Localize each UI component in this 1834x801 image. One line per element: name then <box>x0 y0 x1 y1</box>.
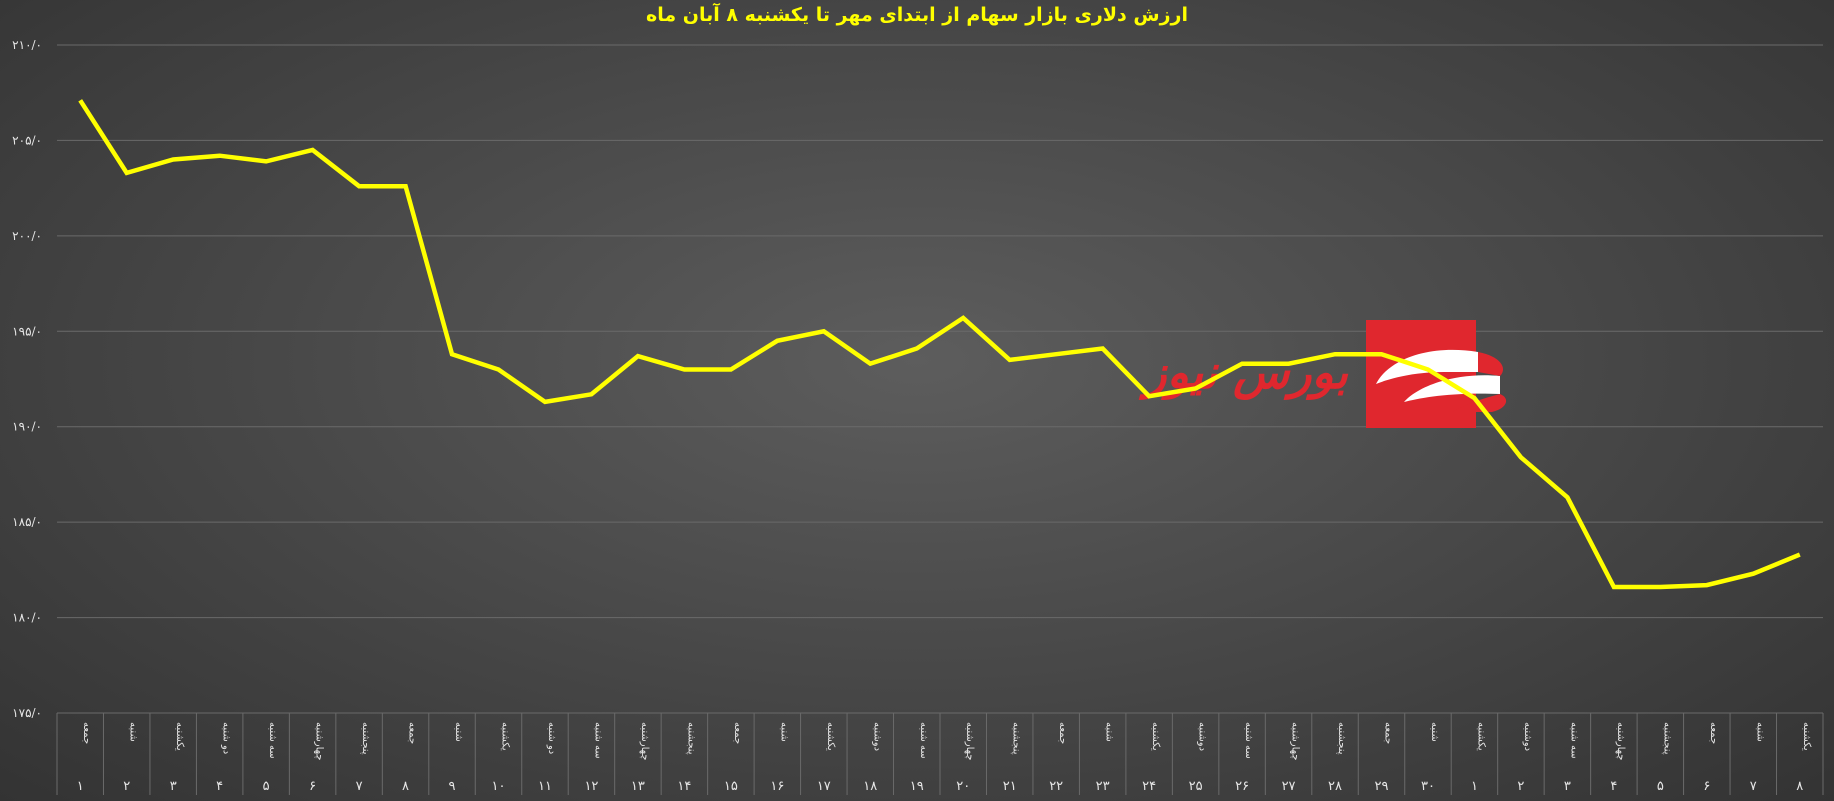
x-date-label: ۱۹ <box>910 779 924 794</box>
x-date-label: ۱۷ <box>817 779 831 794</box>
x-day-label: یکشنبه <box>1475 722 1486 751</box>
logo-arc-red <box>1478 352 1504 376</box>
x-date-label: ۱۱ <box>538 779 552 794</box>
x-date-label: ۲۰ <box>956 779 970 794</box>
x-date-label: ۱۵ <box>724 779 738 794</box>
y-tick-label: ۱۷۵/۰ <box>12 706 42 720</box>
x-day-label: چهارشنبه <box>639 722 650 760</box>
x-day-label: شنبه <box>1429 722 1440 742</box>
x-day-label: جمعه <box>1057 722 1068 744</box>
x-day-label: چهارشنبه <box>314 722 325 760</box>
x-day-label: شنبه <box>778 722 789 742</box>
x-date-label: ۱۰ <box>492 779 506 794</box>
y-tick-label: ۱۸۵/۰ <box>12 515 42 529</box>
x-day-label: دوشنبه <box>1197 722 1208 751</box>
x-day-label: پنجشنبه <box>685 722 696 755</box>
x-day-label: چهارشنبه <box>964 722 975 760</box>
x-date-label: ۲۷ <box>1282 779 1296 794</box>
x-day-label: سه شنبه <box>592 722 603 759</box>
x-day-label: شنبه <box>128 722 139 742</box>
x-date-label: ۱۲ <box>584 779 598 794</box>
x-date-label: ۶ <box>1703 779 1710 794</box>
x-date-label: ۲۶ <box>1235 779 1249 794</box>
x-date-label: ۲ <box>123 779 130 794</box>
watermark-logo: بورس نیوز <box>1138 320 1507 428</box>
x-date-label: ۲۱ <box>1003 779 1017 794</box>
x-day-label: سه شنبه <box>267 722 278 759</box>
y-tick-label: ۲۰۵/۰ <box>12 133 42 147</box>
x-day-label: شنبه <box>1104 722 1115 742</box>
x-day-label: شنبه <box>1754 722 1765 742</box>
x-day-label: دوشنبه <box>1522 722 1533 751</box>
x-date-label: ۹ <box>449 779 456 794</box>
x-date-label: ۲۳ <box>1096 779 1110 794</box>
x-day-label: یکشنبه <box>500 722 511 751</box>
logo-arc-white-2 <box>1404 375 1500 402</box>
x-day-label: چهارشنبه <box>1290 722 1301 760</box>
x-date-label: ۲۹ <box>1375 779 1389 794</box>
x-date-label: ۴ <box>216 779 223 794</box>
y-tick-label: ۱۹۵/۰ <box>12 324 42 338</box>
grid-lines <box>57 44 1823 714</box>
x-date-label: ۱۶ <box>770 779 784 794</box>
x-date-label: ۴ <box>1610 779 1617 794</box>
x-day-label: یکشنبه <box>1801 722 1812 751</box>
x-day-label: پنجشنبه <box>1336 722 1347 755</box>
x-day-label: سه شنبه <box>918 722 929 759</box>
x-day-label: جمعه <box>81 722 92 744</box>
x-date-label: ۷ <box>1750 779 1757 794</box>
x-date-label: ۳ <box>170 779 177 794</box>
x-day-label: شنبه <box>453 722 464 742</box>
x-day-label: یکشنبه <box>1150 722 1161 751</box>
x-day-label: جمعه <box>1383 722 1394 744</box>
x-day-label: چهارشنبه <box>1615 722 1626 760</box>
x-day-label: سه شنبه <box>1243 722 1254 759</box>
x-date-label: ۵ <box>1657 779 1664 794</box>
x-date-label: ۲۴ <box>1142 779 1156 794</box>
y-tick-label: ۱۸۰/۰ <box>12 611 42 625</box>
x-date-label: ۸ <box>402 779 409 794</box>
x-date-label: ۵ <box>263 779 270 794</box>
x-date-label: ۱ <box>77 779 84 794</box>
x-day-label: سه شنبه <box>1568 722 1579 759</box>
x-day-label: دو شنبه <box>221 722 232 754</box>
x-category-separators <box>56 713 1824 795</box>
x-date-label: ۶ <box>309 779 316 794</box>
x-date-label: ۳ <box>1564 779 1571 794</box>
x-day-label: دوشنبه <box>871 722 882 751</box>
x-date-label: ۱۳ <box>631 779 645 794</box>
x-date-label: ۸ <box>1796 779 1803 794</box>
x-date-label: ۱۸ <box>863 779 877 794</box>
x-day-label: پنجشنبه <box>1011 722 1022 755</box>
x-date-label: ۱۴ <box>677 779 691 794</box>
y-axis-tick-labels: ۱۷۵/۰ ۱۸۰/۰ ۱۸۵/۰ ۱۹۰/۰ ۱۹۵/۰ ۲۰۰/۰ ۲۰۵/۰ ۲۱۰/۰ <box>12 38 42 720</box>
x-date-label: ۳۰ <box>1421 779 1435 794</box>
x-day-label: جمعه <box>732 722 743 744</box>
x-date-label: ۱ <box>1471 779 1478 794</box>
x-date-label: ۲ <box>1517 779 1524 794</box>
x-date-label: ۲۲ <box>1049 779 1063 794</box>
x-day-label: دو شنبه <box>546 722 557 754</box>
chart-title: ارزش دلاری بازار سهام از ابتدای مهر تا ی… <box>646 4 1188 26</box>
x-axis-labels: جمعه ۱ شنبه ۲ یکشنبه ۳ دو شنبه ۴ سه شنبه ۵ چهارشنب… <box>77 722 1812 794</box>
x-day-label: جمعه <box>1708 722 1719 744</box>
x-date-label: ۲۵ <box>1189 779 1203 794</box>
y-tick-label: ۲۰۰/۰ <box>12 229 42 243</box>
data-series <box>78 99 1801 590</box>
series-line <box>78 99 1801 590</box>
x-day-label: یکشنبه <box>174 722 185 751</box>
x-date-label: ۲۸ <box>1328 779 1342 794</box>
y-tick-label: ۲۱۰/۰ <box>12 38 42 52</box>
x-day-label: پنجشنبه <box>1661 722 1672 755</box>
x-day-label: پنجشنبه <box>360 722 371 755</box>
x-date-label: ۷ <box>356 779 363 794</box>
x-day-label: جمعه <box>407 722 418 744</box>
x-day-label: یکشنبه <box>825 722 836 751</box>
y-tick-label: ۱۹۰/۰ <box>12 420 42 434</box>
